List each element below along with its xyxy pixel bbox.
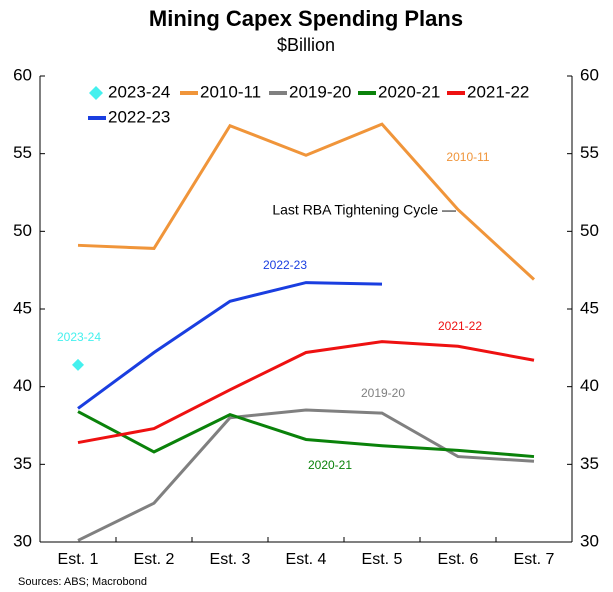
annotation: 2021-22 (438, 319, 482, 333)
x-tick-label: Est. 3 (210, 551, 251, 568)
y2-tick-label: 60 (580, 65, 599, 84)
y2-tick-label: 30 (580, 531, 599, 550)
x-tick-label: Est. 5 (362, 551, 403, 568)
marker (72, 358, 84, 371)
legend-symbol (89, 86, 103, 100)
y2-tick-label: 45 (580, 298, 599, 317)
annotation: 2019-20 (361, 386, 405, 400)
y-tick-label: 60 (13, 65, 32, 84)
x-tick-label: Est. 4 (286, 551, 327, 568)
chart-subtitle: $Billion (277, 35, 335, 55)
annotation: 2022-23 (263, 258, 307, 272)
series-line (77, 340, 535, 445)
y2-tick-label: 40 (580, 376, 599, 395)
y2-tick-label: 50 (580, 221, 599, 240)
annotation: 2020-21 (308, 458, 352, 472)
legend-label: 2021-22 (467, 82, 529, 101)
y-tick-label: 45 (13, 298, 32, 317)
x-tick-label: Est. 2 (134, 551, 175, 568)
y-tick-label: 35 (13, 454, 32, 473)
annotation: 2023-24 (57, 330, 101, 344)
y-tick-label: 30 (13, 531, 32, 550)
y2-tick-label: 55 (580, 143, 599, 162)
legend-label: 2020-21 (378, 82, 440, 101)
legend-label: 2022-23 (108, 107, 170, 126)
chart-title: Mining Capex Spending Plans (149, 6, 463, 31)
legend-label: 2019-20 (289, 82, 351, 101)
legend-label: 2023-24 (108, 82, 170, 101)
series-line (77, 281, 383, 410)
series-line (77, 410, 535, 459)
series-line (77, 408, 535, 542)
y-tick-label: 55 (13, 143, 32, 162)
x-tick-label: Est. 7 (514, 551, 555, 568)
y2-tick-label: 35 (580, 454, 599, 473)
x-tick-label: Est. 1 (58, 551, 99, 568)
y-tick-label: 40 (13, 376, 32, 395)
annotation: Last RBA Tightening Cycle — (272, 202, 456, 218)
annotation: 2010-11 (446, 150, 489, 164)
y-tick-label: 50 (13, 221, 32, 240)
x-tick-label: Est. 6 (438, 551, 479, 568)
legend-label: 2010-11 (200, 82, 261, 101)
series-line (77, 122, 536, 281)
source: Sources: ABS; Macrobond (18, 576, 147, 588)
